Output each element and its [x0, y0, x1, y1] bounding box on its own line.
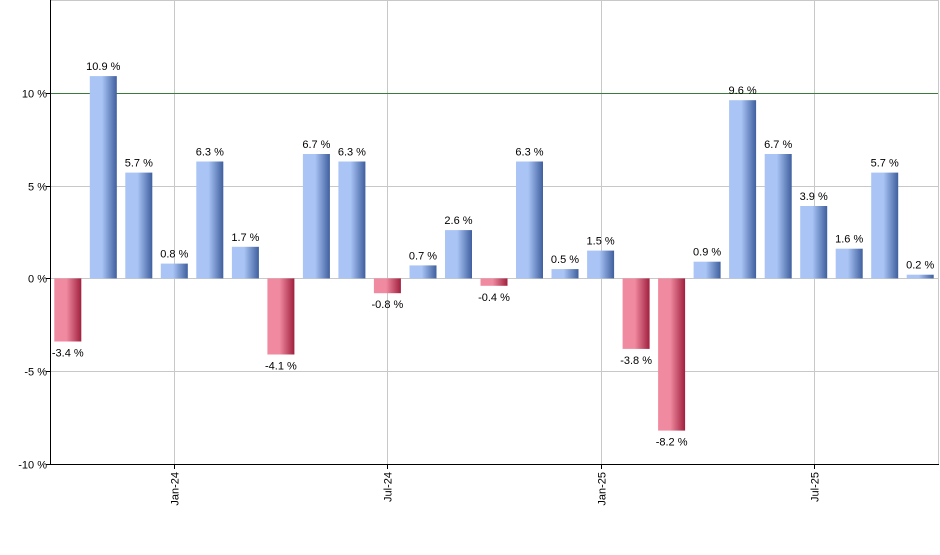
data-label: 6.7 % — [764, 139, 792, 151]
bar — [54, 278, 82, 342]
data-label: 1.6 % — [835, 234, 863, 246]
x-tick-label: Jul-24 — [383, 472, 395, 502]
data-labels: -3.4 % 10.9 % 5.7 % 0.8 % 6.3 % 1.7 % -4.1 % 6.… — [52, 61, 935, 449]
bar — [409, 265, 437, 279]
x-tick-label: Jan-24 — [170, 472, 182, 506]
bar — [835, 248, 863, 279]
bar — [267, 278, 295, 355]
bar — [480, 278, 508, 286]
data-label: 5.7 % — [125, 158, 153, 170]
bar — [764, 154, 792, 279]
bar — [302, 154, 330, 279]
bars — [54, 76, 934, 431]
bar — [871, 172, 899, 279]
data-label: -0.4 % — [478, 292, 510, 304]
bar — [658, 278, 686, 431]
axes: 10 % 5 % 0 % -5 % -10 % Jan-24 Jul-24 Jan-25 Jul… — [18, 0, 939, 506]
data-label: 0.2 % — [906, 260, 934, 272]
data-label: 10.9 % — [86, 61, 120, 73]
data-label: 0.9 % — [693, 247, 721, 259]
bar — [160, 263, 188, 279]
bar — [373, 278, 401, 294]
x-tick-label: Jul-25 — [810, 472, 822, 502]
bar — [729, 100, 757, 279]
y-tick-label: 10 % — [22, 89, 47, 101]
data-label: 2.6 % — [444, 215, 472, 227]
data-label: 5.7 % — [871, 158, 899, 170]
bar — [516, 161, 543, 279]
data-label: -4.1 % — [265, 361, 297, 373]
data-label: 0.8 % — [160, 249, 188, 261]
bar — [445, 230, 472, 279]
y-tick-label: 5 % — [28, 182, 47, 194]
bar — [800, 206, 828, 279]
bar — [906, 274, 934, 279]
y-tick-label: -5 % — [24, 367, 47, 379]
data-label: -0.8 % — [372, 299, 404, 311]
bar — [551, 269, 579, 279]
data-label: 1.7 % — [231, 232, 259, 244]
data-label: 6.7 % — [302, 139, 330, 151]
data-label: -8.2 % — [656, 437, 688, 449]
data-label: 6.3 % — [515, 147, 543, 159]
bar — [587, 250, 615, 279]
data-label: 0.5 % — [551, 254, 579, 266]
bar — [338, 161, 366, 279]
data-label: 6.3 % — [196, 147, 224, 159]
data-label: 0.7 % — [409, 250, 437, 262]
data-label: 3.9 % — [800, 191, 828, 203]
data-label: -3.4 % — [52, 348, 84, 360]
data-label: 1.5 % — [587, 236, 615, 248]
bar — [89, 76, 117, 279]
bar — [196, 161, 224, 279]
bar — [622, 278, 650, 349]
data-label: 6.3 % — [338, 147, 366, 159]
bar — [693, 261, 721, 279]
data-label: -3.8 % — [620, 355, 652, 367]
bar — [231, 246, 259, 279]
bar — [125, 172, 153, 279]
y-tick-label: -10 % — [18, 460, 47, 472]
y-tick-label: 0 % — [28, 274, 47, 286]
x-tick-label: Jan-25 — [597, 472, 609, 506]
data-label: 9.6 % — [729, 85, 757, 97]
